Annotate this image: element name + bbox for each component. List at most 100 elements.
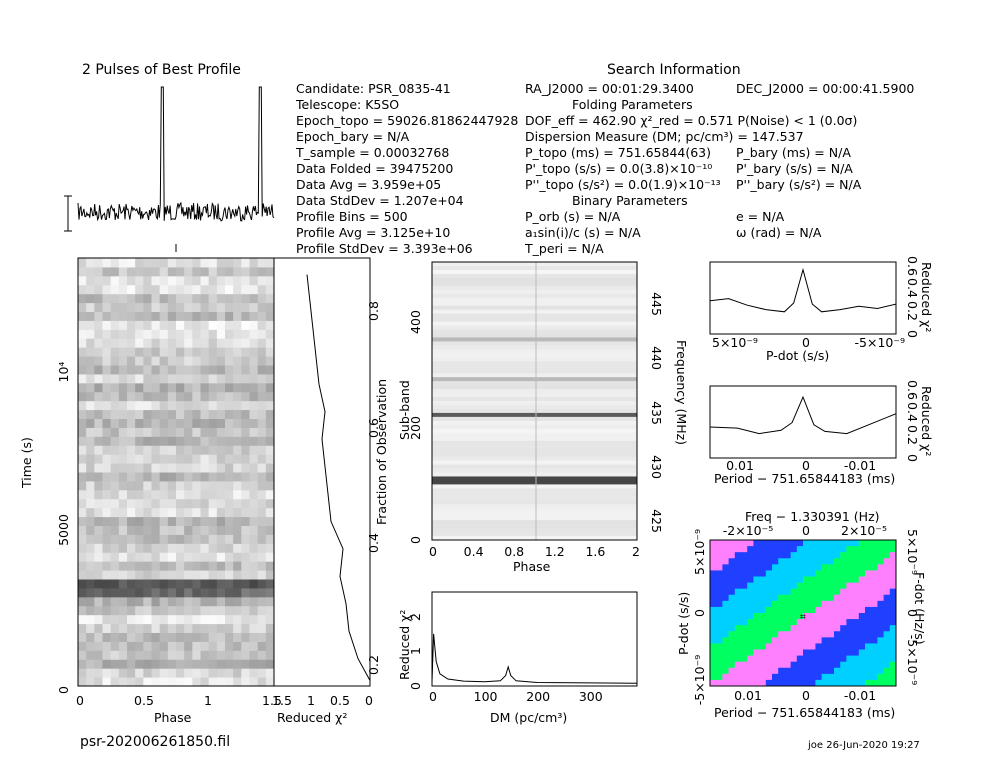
tp-cell <box>143 596 152 607</box>
pp-cell <box>846 631 854 638</box>
tp-cell <box>127 275 136 286</box>
pp-cell <box>765 613 773 620</box>
pp-cell <box>734 631 742 638</box>
tp-cell <box>192 356 201 366</box>
tp-cell <box>102 561 112 571</box>
pp-cell <box>827 576 835 584</box>
sb-row <box>432 428 637 434</box>
tp-cell <box>200 382 210 393</box>
tp-cell <box>159 436 169 446</box>
tp-cell <box>176 596 185 607</box>
tp-cell <box>159 454 169 464</box>
pp-cell <box>772 643 779 650</box>
tp-cell <box>176 543 185 553</box>
pp-cell <box>716 600 723 608</box>
tp-cell <box>110 356 120 366</box>
pp-cell <box>772 576 779 584</box>
pp-cell <box>778 606 785 614</box>
pp-cell <box>790 655 798 663</box>
tp-cell <box>118 570 128 580</box>
dm-chi2-label: Reduced χ² <box>397 609 412 680</box>
tp-cell <box>265 258 275 268</box>
tp-cell <box>86 650 95 660</box>
tp-cell <box>127 445 136 455</box>
tp-cell <box>249 338 259 348</box>
pp-cell <box>852 570 860 577</box>
pp-cell <box>710 637 717 644</box>
pp-cell <box>734 564 742 571</box>
pp-cell <box>716 576 723 584</box>
tp-cell <box>192 668 201 678</box>
tp-cell <box>265 623 275 633</box>
info-left-line-10: Profile StdDev = 3.393e+06 <box>296 241 473 256</box>
tp-cell <box>200 480 210 491</box>
pp-cell <box>778 552 785 559</box>
sb-row <box>432 460 637 466</box>
pp-cell <box>710 619 717 626</box>
tp-cell <box>225 293 234 304</box>
pp-cell <box>883 613 891 620</box>
sb-ytick: 200 <box>408 416 423 440</box>
pp-cell <box>865 631 872 638</box>
tp-cell <box>192 570 201 580</box>
tp-cell <box>216 258 226 268</box>
pp-cell <box>759 613 767 620</box>
tp-cell <box>86 347 95 357</box>
pp-cell <box>865 546 872 553</box>
pp-cell <box>877 582 885 590</box>
pdot-ytick: 0.6 <box>905 256 920 276</box>
tp-cell <box>233 641 242 651</box>
pp-cell <box>852 540 860 547</box>
pp-cell <box>747 655 754 663</box>
pp-cell <box>790 606 798 614</box>
pp-cell <box>846 576 854 584</box>
tp-cell <box>159 293 169 304</box>
pp-cell <box>846 625 854 632</box>
pp-cell <box>734 600 742 608</box>
sb-row <box>432 432 637 438</box>
tp-cell <box>249 525 259 535</box>
tp-cell <box>257 525 267 535</box>
tp-cell <box>249 409 259 419</box>
pp-cell <box>753 588 761 596</box>
tp-cell <box>135 445 144 455</box>
tp-cell <box>216 284 226 295</box>
tp-cell <box>233 266 242 277</box>
pp-cell <box>809 655 816 663</box>
tp-cell <box>127 677 136 687</box>
tp-cell <box>118 641 128 651</box>
tp-cell <box>176 480 185 491</box>
pp-cell <box>772 594 779 602</box>
pp-cell <box>846 667 854 675</box>
tp-cell <box>265 641 275 651</box>
tp-cell <box>208 543 218 553</box>
tp-cell <box>159 320 169 330</box>
pp-cell <box>747 661 754 669</box>
tp-cell <box>135 623 144 633</box>
tp-cell <box>208 329 218 339</box>
tp-cell <box>110 391 120 402</box>
pp-cell <box>753 570 761 577</box>
tp-cell <box>176 373 185 384</box>
tp-cell <box>200 266 210 277</box>
pp-cell <box>889 637 897 644</box>
sb-row <box>432 524 637 529</box>
pdot-ytick: 0.2 <box>905 301 920 321</box>
pp-cell <box>710 631 717 638</box>
pp-cell <box>716 564 723 571</box>
tp-cell <box>200 561 210 571</box>
tp-cell <box>265 275 275 286</box>
pp-cell <box>865 643 872 650</box>
period-ytick: 0.4 <box>905 402 920 422</box>
pp-cell <box>784 667 792 675</box>
pp-cell <box>728 582 736 590</box>
tp-cell <box>151 347 161 357</box>
tp-cell <box>94 552 103 562</box>
pp-cell <box>865 582 872 590</box>
sb-row <box>432 285 637 291</box>
tp-cell <box>94 382 103 393</box>
tp-cell <box>208 258 218 268</box>
pp-cell <box>852 679 860 687</box>
tp-cell <box>159 427 169 437</box>
pp-cell <box>858 613 866 620</box>
